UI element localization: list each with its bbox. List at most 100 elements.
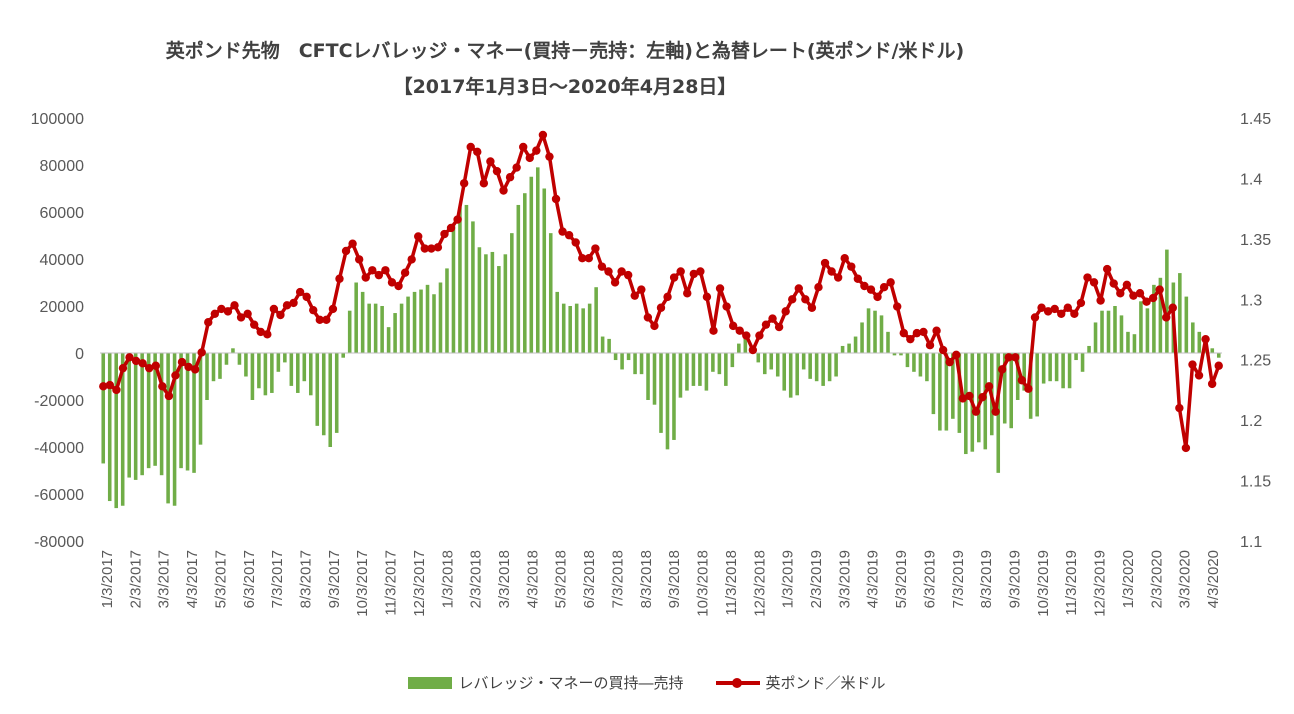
bar <box>185 353 190 471</box>
bar <box>1015 353 1020 400</box>
bar <box>296 353 300 393</box>
line-point <box>1050 304 1059 314</box>
line-point <box>1089 278 1099 287</box>
line-point <box>906 334 915 344</box>
line-point <box>597 262 607 271</box>
bar <box>250 353 255 400</box>
line-point <box>1188 360 1197 369</box>
bar <box>315 353 320 426</box>
bar <box>821 353 825 386</box>
line-point <box>925 341 935 350</box>
line-point <box>663 292 672 302</box>
line-point <box>453 215 462 224</box>
line-point <box>755 331 764 340</box>
bar <box>1002 353 1007 424</box>
line-point <box>505 173 515 182</box>
y-right-tick-label: 1.1 <box>1240 534 1262 551</box>
line-point <box>591 244 600 253</box>
line-point <box>210 309 220 318</box>
bar <box>263 353 268 396</box>
bar <box>1035 353 1039 417</box>
x-tick-label: 10/3/2017 <box>354 550 371 617</box>
line-point <box>118 363 128 373</box>
line-point <box>814 283 823 292</box>
line-point <box>374 270 384 280</box>
bar <box>490 251 495 353</box>
x-tick-label: 6/3/2019 <box>921 550 938 608</box>
bar <box>743 336 748 353</box>
bar <box>879 315 884 353</box>
legend-line-swatch <box>715 676 760 690</box>
line-point <box>578 253 587 263</box>
line-point <box>728 321 738 331</box>
x-tick-label: 2/3/2020 <box>1148 550 1165 608</box>
legend-bar-label: レバレッジ・マネーの買持―売持 <box>458 674 684 692</box>
bar <box>782 353 787 391</box>
bar <box>114 353 118 509</box>
x-tick-label: 9/3/2019 <box>1006 550 1023 608</box>
line-point <box>1116 289 1125 298</box>
x-tick-label: 11/3/2019 <box>1063 550 1080 616</box>
x-tick-label: 9/3/2018 <box>666 550 683 608</box>
line-point <box>335 274 344 283</box>
line-point <box>1201 334 1210 344</box>
x-tick-label: 2/3/2017 <box>127 550 144 608</box>
bar <box>613 353 618 361</box>
y-left-tick-label: -20000 <box>34 393 84 410</box>
bar <box>172 353 177 506</box>
bar <box>1100 310 1104 353</box>
bar <box>101 353 106 464</box>
line-point <box>965 391 974 401</box>
line-point <box>971 407 981 416</box>
line-point <box>466 142 475 152</box>
bar <box>523 193 527 353</box>
bar <box>581 308 585 353</box>
bar <box>419 289 423 353</box>
bar <box>633 353 637 375</box>
bar <box>873 310 877 353</box>
line-point <box>919 327 928 337</box>
y-left-tick-label: -80000 <box>34 534 84 551</box>
bar <box>795 353 799 396</box>
bar <box>166 353 170 504</box>
bar <box>140 353 144 476</box>
line-point <box>1181 443 1191 453</box>
x-tick-label: 4/3/2018 <box>524 550 541 608</box>
bar <box>756 353 761 363</box>
bar <box>133 353 138 480</box>
bar <box>840 345 845 353</box>
bar <box>808 353 812 379</box>
bar <box>328 353 333 447</box>
x-tick-label: 9/3/2017 <box>326 550 343 608</box>
line-point <box>433 243 443 252</box>
line-point <box>177 357 187 367</box>
bar <box>678 353 683 398</box>
line-point <box>1162 313 1171 322</box>
line-point <box>1096 296 1105 305</box>
line-point <box>223 307 233 316</box>
line-point <box>112 385 121 395</box>
line-point <box>945 357 954 367</box>
line-point <box>571 238 580 247</box>
line-point <box>866 285 876 294</box>
y-left-tick-label: 20000 <box>40 299 85 316</box>
line-point <box>446 223 456 233</box>
bar <box>1080 353 1085 372</box>
line-point <box>381 266 390 275</box>
bar <box>983 353 988 450</box>
bar <box>1022 353 1026 391</box>
x-tick-label: 12/3/2017 <box>411 550 428 617</box>
line-point <box>1142 297 1151 306</box>
bar <box>866 308 871 353</box>
y-right-tick-label: 1.15 <box>1240 474 1271 491</box>
line-point <box>630 291 639 300</box>
x-tick-label: 1/3/2018 <box>439 550 456 608</box>
line-point <box>427 244 436 253</box>
bar <box>1152 284 1156 353</box>
line-point <box>236 313 246 322</box>
bar <box>899 353 903 356</box>
x-tick-label: 2/3/2019 <box>808 550 825 608</box>
bar <box>497 266 501 353</box>
bar <box>257 353 261 389</box>
